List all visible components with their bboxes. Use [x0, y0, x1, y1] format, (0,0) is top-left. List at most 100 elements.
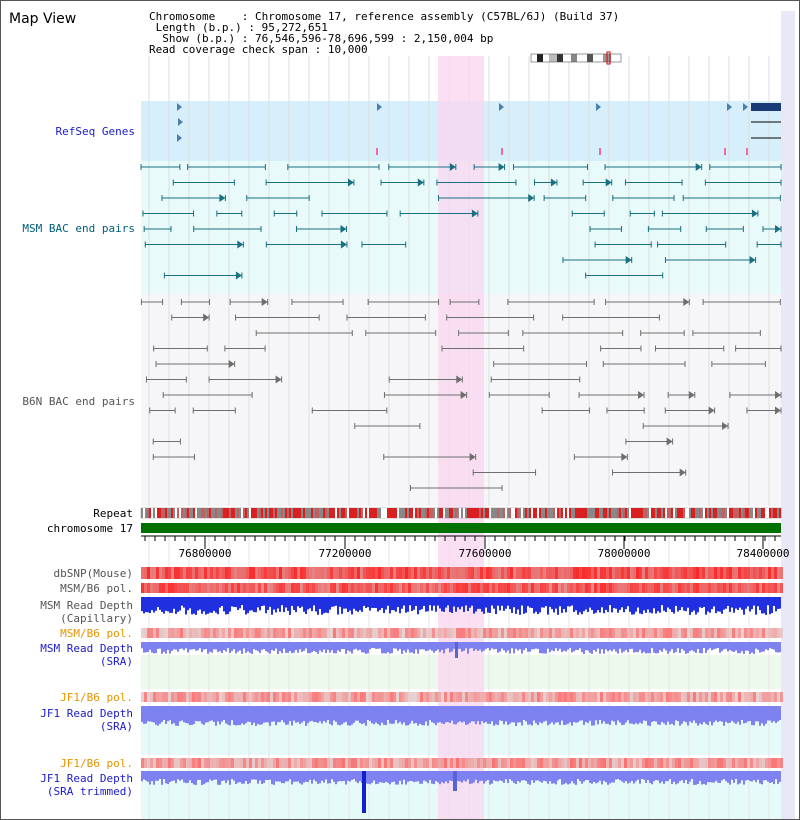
jf1-trim-depth-bar	[651, 771, 653, 785]
jf1-pol2-cell	[285, 758, 288, 768]
msm-b6-pol-label-2[interactable]: MSM/B6 pol.	[60, 627, 133, 640]
b6n-bac-pair	[228, 360, 235, 368]
jf1-sra-depth-bar	[653, 706, 655, 721]
msm-sra-depth-bar	[759, 642, 761, 653]
msm-capillary-depth-bar	[181, 597, 183, 606]
gene-tick-pink	[724, 148, 726, 155]
msm-sra-depth-bar	[297, 642, 299, 653]
msm-sra-depth-bar	[231, 642, 233, 652]
repeat-cell	[243, 508, 245, 518]
jf1-sra-depth-bar	[565, 706, 567, 725]
msm-b6-pol2-cell	[576, 628, 579, 638]
repeat-cell	[495, 508, 497, 518]
repeat-cell	[499, 508, 501, 518]
msm-b6-pol-cell	[327, 583, 330, 593]
jf1-sra-depth-bar	[455, 706, 457, 725]
msm-bac-pair	[605, 178, 612, 187]
jf1-trim-depth-bar	[749, 771, 751, 781]
jf1-pol2-cell	[555, 758, 558, 768]
msm-sra-depth-bar	[201, 642, 203, 653]
msm-capillary-depth-bar	[651, 597, 653, 614]
refseq-genes-label[interactable]: RefSeq Genes	[55, 125, 135, 138]
msm-b6-pol-cell	[351, 583, 354, 593]
jf1-pol-label-2[interactable]: JF1/B6 pol.	[60, 757, 133, 770]
jf1-trim-depth-bar	[545, 771, 547, 782]
jf1-trim-depth-bar	[667, 771, 669, 782]
jf1-depth-label-1[interactable]: JF1 Read Depth (SRA)	[40, 707, 133, 733]
msm-capillary-depth-bar	[607, 597, 609, 613]
jf1-pol-cell	[273, 692, 276, 702]
jf1-sra-depth-bar	[203, 706, 205, 725]
msm-b6-pol2-cell	[234, 628, 237, 638]
repeat-cell	[285, 508, 287, 518]
msm-b6-pol2-cell	[264, 628, 267, 638]
msm-b6-pol2-cell	[720, 628, 723, 638]
msm-b6-pol2-cell	[312, 628, 315, 638]
dbsnp-cell	[174, 567, 177, 579]
selected-region-highlight	[438, 56, 484, 819]
jf1-sra-depth-bar	[635, 706, 637, 724]
msm-b6-pol-cell	[540, 583, 543, 593]
dbsnp-cell	[741, 567, 744, 579]
jf1-trim-depth-bar	[297, 771, 299, 782]
jf1-pol-label-1[interactable]: JF1/B6 pol.	[60, 691, 133, 704]
msm-sra-depth-bar	[547, 642, 549, 649]
jf1-sra-depth-bar	[481, 706, 483, 722]
msm-depth-capillary-label[interactable]: MSM Read Depth (Capillary)	[40, 599, 133, 625]
jf1-sra-depth-bar	[549, 706, 551, 724]
jf1-depth-line2b: (SRA trimmed)	[46, 785, 133, 798]
msm-sra-depth-bar	[177, 642, 179, 652]
jf1-depth-label-2[interactable]: JF1 Read Depth (SRA trimmed)	[40, 772, 133, 798]
msm-capillary-depth-bar	[513, 597, 515, 608]
msm-sra-depth-bar	[673, 642, 675, 654]
msm-capillary-depth-bar	[587, 597, 589, 613]
msm-b6-pol2-cell	[252, 628, 255, 638]
msm-b6-pol2-cell	[303, 628, 306, 638]
jf1-sra-depth-bar	[301, 706, 303, 723]
jf1-trim-depth-bar	[375, 771, 377, 785]
msm-b6-pol2-cell	[774, 628, 777, 638]
jf1-pol2-cell	[678, 758, 681, 768]
msm-bac-label[interactable]: MSM BAC end pairs	[22, 222, 135, 235]
msm-capillary-depth-bar	[689, 597, 691, 615]
msm-depth-sra-label[interactable]: MSM Read Depth (SRA)	[40, 642, 133, 668]
msm-b6-pol-label-1[interactable]: MSM/B6 pol.	[60, 582, 133, 595]
jf1-trim-depth-bar	[339, 771, 341, 782]
jf1-trim-depth-bar	[269, 771, 271, 780]
jf1-trim-depth-bar	[661, 771, 663, 782]
jf1-trim-depth-bar	[523, 771, 525, 781]
msm-capillary-depth-bar	[333, 597, 335, 607]
jf1-pol2-cell	[744, 758, 747, 768]
jf1-sra-depth-bar	[251, 706, 253, 725]
jf1-pol-cell	[423, 692, 426, 702]
jf1-sra-depth-bar	[747, 706, 749, 722]
jf1-sra-depth-bar	[755, 706, 757, 722]
jf1-trim-depth-bar	[177, 771, 179, 780]
msm-b6-pol-cell	[504, 583, 507, 593]
jf1-sra-depth-bar	[445, 706, 447, 723]
jf1-pol-cell	[555, 692, 558, 702]
b6n-bac-label[interactable]: B6N BAC end pairs	[22, 395, 135, 408]
dbsnp-label[interactable]: dbSNP(Mouse)	[53, 567, 133, 580]
msm-sra-depth-bar	[573, 642, 575, 652]
msm-capillary-depth-bar	[507, 597, 509, 606]
msm-b6-pol2-cell	[555, 628, 558, 638]
jf1-sra-depth-bar	[333, 706, 335, 721]
msm-sra-depth-bar	[677, 642, 679, 649]
msm-capillary-depth-bar	[401, 597, 403, 609]
msm-sra-depth-bar	[617, 642, 619, 654]
jf1-sra-depth-bar	[487, 706, 489, 724]
msm-b6-pol-cell	[624, 583, 627, 593]
msm-capillary-depth-bar	[257, 597, 259, 608]
repeat-label[interactable]: Repeat	[93, 507, 133, 520]
msm-capillary-depth-bar	[329, 597, 331, 610]
msm-capillary-depth-bar	[505, 597, 507, 609]
repeat-cell	[775, 508, 777, 518]
jf1-sra-depth-bar	[625, 706, 627, 723]
msm-capillary-depth-bar	[713, 597, 715, 607]
repeat-cell	[571, 508, 573, 518]
jf1-pol-cell	[642, 692, 645, 702]
msm-b6-pol-cell	[261, 583, 264, 593]
msm-sra-depth-bar	[423, 642, 425, 650]
